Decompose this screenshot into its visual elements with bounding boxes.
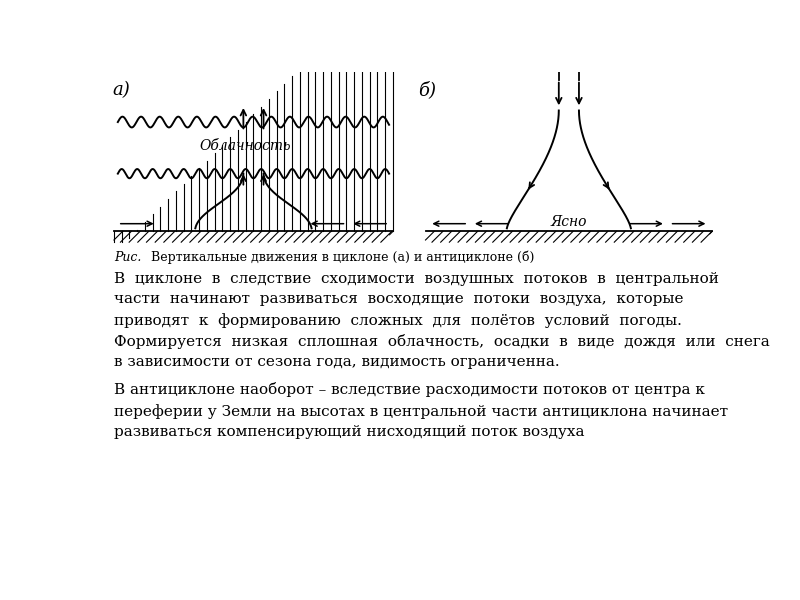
Text: В антициклоне наоборот – вследствие расходимости потоков от центра к
переферии у: В антициклоне наоборот – вследствие расх… <box>114 382 728 439</box>
Text: В  циклоне  в  следствие  сходимости  воздушных  потоков  в  центральной
части  : В циклоне в следствие сходимости воздушн… <box>114 272 770 370</box>
Text: Облачность: Облачность <box>200 139 291 154</box>
Text: Рис.: Рис. <box>114 251 142 263</box>
Text: Ясно: Ясно <box>550 215 587 229</box>
Text: а): а) <box>112 81 130 99</box>
Text: б): б) <box>418 81 436 99</box>
Text: Вертикальные движения в циклоне (а) и антициклоне (б): Вертикальные движения в циклоне (а) и ан… <box>138 251 534 264</box>
